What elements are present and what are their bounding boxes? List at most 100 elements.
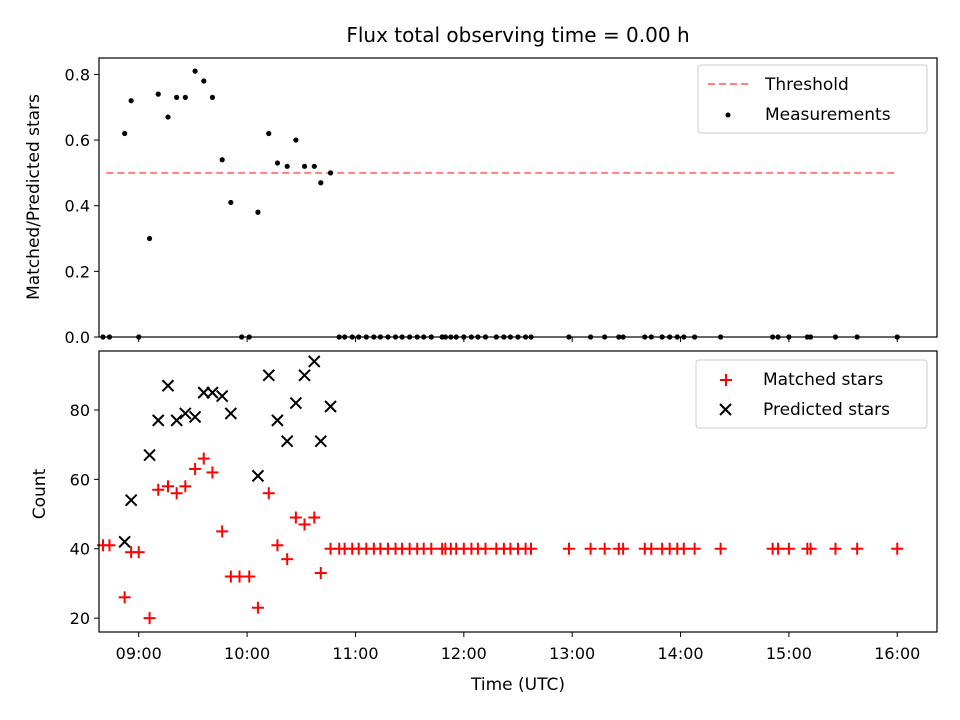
matched-stars-point bbox=[170, 487, 183, 500]
matched-stars-point bbox=[132, 546, 145, 559]
matched-stars-point bbox=[271, 539, 284, 552]
matched-stars-point bbox=[289, 511, 302, 524]
bottom-legend: Matched stars Predicted stars bbox=[695, 359, 928, 429]
predicted-stars-point bbox=[308, 355, 321, 368]
matched-stars-point bbox=[189, 462, 202, 475]
bottom-panel: 20 40 60 80 09:00 10:00 11:00 12:00 13:00 14:00 1… bbox=[30, 350, 938, 695]
matched-stars-point bbox=[103, 539, 116, 552]
matched-stars-point bbox=[891, 542, 904, 555]
matched-stars-point bbox=[714, 542, 727, 555]
matched-stars-legend-swatch bbox=[720, 374, 732, 386]
bottom-panel-y-axis: 20 40 60 80 bbox=[70, 401, 99, 628]
measurements-point bbox=[209, 94, 216, 100]
top-panel-y-label: Matched/Predicted stars bbox=[24, 94, 44, 300]
bottom-panel-marks bbox=[96, 355, 904, 625]
matched-stars-point bbox=[688, 542, 701, 555]
top-panel: 0.00.20.40.60.8 Matched/Predicted stars … bbox=[24, 57, 938, 347]
x-tick-label: 15:00 bbox=[766, 644, 812, 663]
measurements-point bbox=[165, 114, 171, 120]
predicted-stars-point bbox=[251, 469, 265, 483]
predicted-stars-legend-label: Predicted stars bbox=[763, 400, 890, 420]
bottom-panel-plot-area bbox=[96, 350, 938, 633]
x-tick-label: 12:00 bbox=[441, 644, 487, 663]
top-y-tick-label: 0.4 bbox=[65, 197, 90, 216]
matched-stars-point bbox=[584, 542, 597, 555]
matched-stars-point bbox=[152, 483, 165, 496]
x-tick-label: 10:00 bbox=[224, 644, 270, 663]
predicted-stars-point bbox=[262, 369, 275, 382]
matched-stars-point bbox=[851, 542, 864, 555]
bottom-y-tick-label: 40 bbox=[70, 540, 90, 559]
matched-stars-point bbox=[525, 542, 538, 555]
x-tick-label: 14:00 bbox=[657, 644, 703, 663]
measurements-point bbox=[255, 209, 261, 215]
matched-stars-point bbox=[677, 542, 690, 555]
predicted-stars-point bbox=[152, 414, 165, 427]
top-y-tick-label: 0.2 bbox=[65, 262, 90, 281]
top-panel-frame bbox=[98, 57, 938, 338]
matched-stars-legend-label: Matched stars bbox=[763, 370, 883, 390]
top-y-tick-label: 0.8 bbox=[65, 65, 90, 84]
measurements-point bbox=[182, 94, 188, 100]
matched-stars-point bbox=[617, 542, 630, 555]
matched-stars-point bbox=[243, 570, 256, 583]
predicted-stars-point bbox=[118, 535, 131, 549]
measurements-point bbox=[174, 94, 180, 100]
measurements-point bbox=[122, 130, 128, 137]
matched-stars-point bbox=[829, 542, 842, 555]
matched-stars-point bbox=[479, 542, 492, 555]
x-tick-label: 11:00 bbox=[332, 644, 378, 663]
predicted-stars-point bbox=[280, 434, 294, 448]
bottom-y-tick-label: 20 bbox=[70, 609, 90, 628]
predicted-stars-point bbox=[224, 407, 238, 420]
predicted-stars-point bbox=[206, 386, 219, 399]
measurements-point bbox=[318, 180, 324, 186]
bottom-legend-box bbox=[695, 359, 928, 429]
matched-stars-point bbox=[251, 601, 264, 614]
matched-stars-point bbox=[772, 542, 785, 555]
measurements-point bbox=[301, 163, 308, 169]
measurements-point bbox=[128, 98, 134, 104]
bottom-panel-y-label: Count bbox=[30, 468, 50, 519]
threshold-legend-label: Threshold bbox=[764, 75, 849, 95]
top-y-tick-label: 0.0 bbox=[65, 328, 90, 347]
top-panel-x-ticks bbox=[138, 337, 898, 342]
top-panel-y-axis: 0.0 0.2 0.4 0.6 0.8 bbox=[65, 65, 99, 347]
measurements-point bbox=[146, 235, 153, 242]
predicted-stars-point bbox=[188, 410, 202, 424]
matched-stars-point bbox=[298, 518, 311, 531]
matched-stars-point bbox=[804, 542, 817, 555]
matched-stars-point bbox=[782, 542, 795, 555]
predicted-stars-point bbox=[161, 379, 175, 392]
measurements-legend-label: Measurements bbox=[765, 105, 891, 125]
measurements-point bbox=[201, 78, 207, 84]
matched-stars-point bbox=[197, 452, 210, 465]
bottom-panel-frame bbox=[98, 350, 938, 633]
predicted-stars-legend-swatch bbox=[719, 403, 732, 416]
matched-stars-point bbox=[161, 480, 174, 493]
measurements-point bbox=[293, 137, 299, 143]
predicted-stars-point bbox=[179, 407, 192, 420]
chart-title: Flux total observing time = 0.00 h bbox=[346, 23, 689, 47]
measurements-point bbox=[219, 157, 225, 163]
predicted-stars-point bbox=[143, 448, 156, 462]
matched-stars-point bbox=[281, 553, 294, 566]
matched-stars-point bbox=[314, 567, 327, 580]
bottom-y-tick-label: 80 bbox=[70, 401, 90, 420]
predicted-stars-point bbox=[124, 493, 138, 507]
matched-stars-point bbox=[206, 466, 219, 479]
matched-stars-point bbox=[143, 612, 156, 625]
matched-stars-point bbox=[262, 487, 275, 500]
predicted-stars-point bbox=[170, 414, 183, 427]
matched-stars-point bbox=[179, 480, 192, 493]
measurements-point bbox=[284, 163, 290, 169]
x-tick-label: 16:00 bbox=[874, 644, 920, 663]
bottom-y-tick-label: 60 bbox=[70, 470, 90, 489]
x-tick-label: 13:00 bbox=[549, 644, 595, 663]
measurements-point bbox=[228, 199, 234, 206]
measurements-point bbox=[327, 170, 334, 176]
x-tick-label: 09:00 bbox=[116, 644, 162, 663]
top-legend: Threshold Measurements bbox=[697, 64, 928, 134]
measurements-point bbox=[274, 160, 281, 166]
